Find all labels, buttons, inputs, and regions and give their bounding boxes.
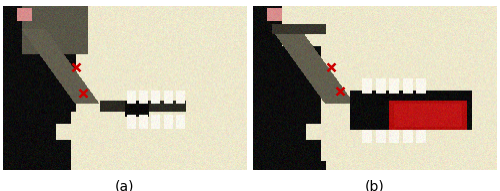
- Text: (a): (a): [115, 180, 134, 191]
- Text: (b): (b): [364, 180, 384, 191]
